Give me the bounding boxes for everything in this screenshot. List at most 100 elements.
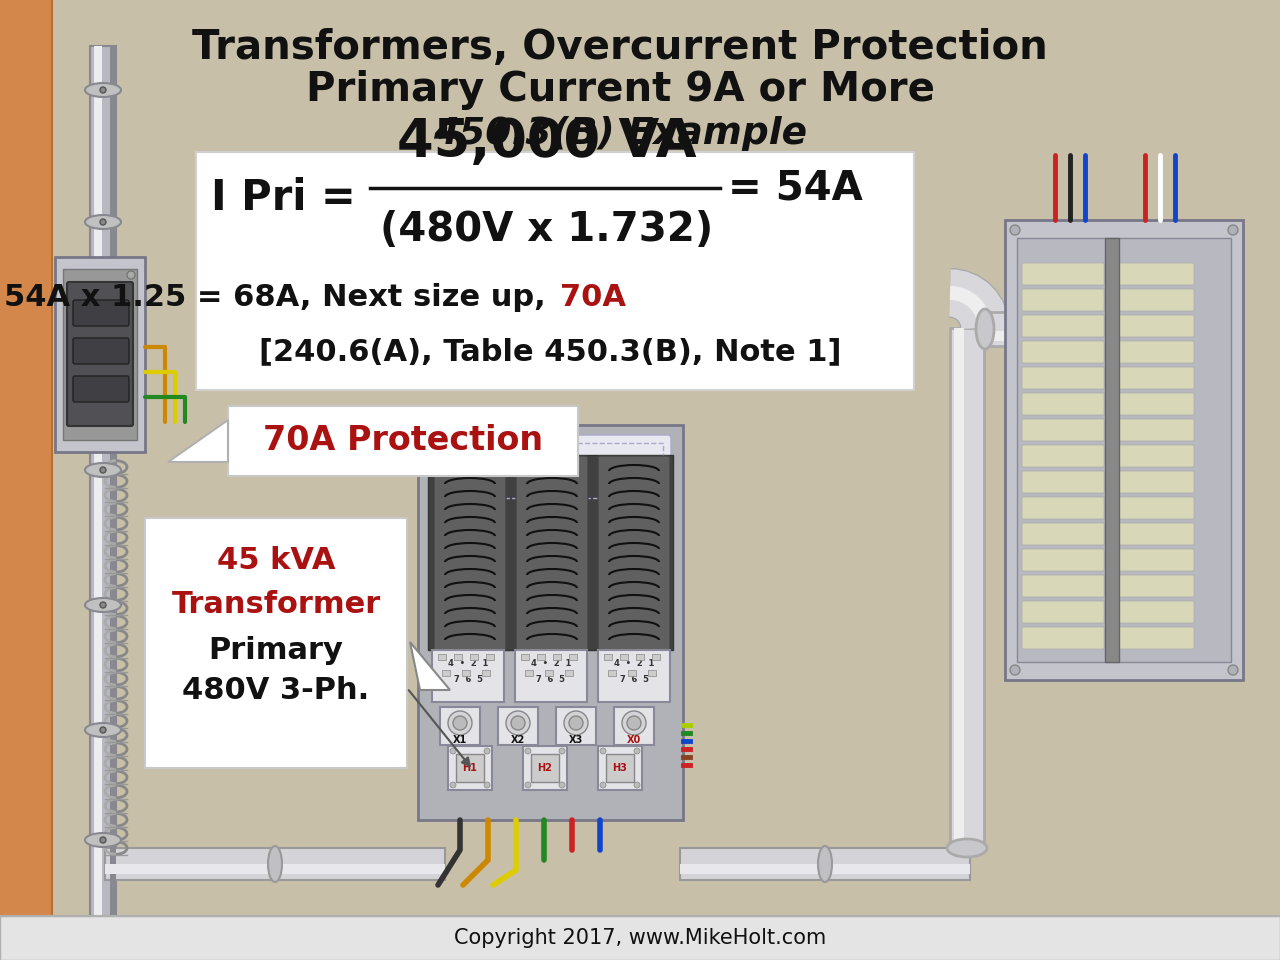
Text: 4  •  2  1: 4 • 2 1 <box>531 660 571 668</box>
Circle shape <box>559 748 564 754</box>
Circle shape <box>1010 225 1020 235</box>
FancyBboxPatch shape <box>1021 445 1103 467</box>
Text: I Pri =: I Pri = <box>211 177 370 219</box>
FancyBboxPatch shape <box>1021 471 1103 493</box>
Ellipse shape <box>268 846 282 882</box>
FancyBboxPatch shape <box>531 754 559 782</box>
Circle shape <box>600 748 605 754</box>
FancyBboxPatch shape <box>598 746 643 790</box>
Polygon shape <box>410 642 451 690</box>
FancyBboxPatch shape <box>434 456 506 650</box>
Bar <box>470 654 477 660</box>
Bar <box>564 670 573 676</box>
FancyBboxPatch shape <box>440 707 480 745</box>
FancyBboxPatch shape <box>448 746 492 790</box>
FancyBboxPatch shape <box>950 328 984 848</box>
Text: [240.6(A), Table 450.3(B), Note 1]: [240.6(A), Table 450.3(B), Note 1] <box>259 338 841 367</box>
Text: H2: H2 <box>538 763 553 773</box>
Text: 480V 3-Ph.: 480V 3-Ph. <box>182 676 370 705</box>
FancyBboxPatch shape <box>55 257 145 452</box>
Text: = 54A: = 54A <box>728 168 863 208</box>
Circle shape <box>1010 665 1020 675</box>
Circle shape <box>559 782 564 788</box>
Bar <box>486 654 494 660</box>
FancyBboxPatch shape <box>1021 289 1103 311</box>
FancyBboxPatch shape <box>0 0 52 960</box>
FancyBboxPatch shape <box>1112 341 1194 363</box>
Circle shape <box>453 716 467 730</box>
FancyBboxPatch shape <box>110 46 116 916</box>
FancyBboxPatch shape <box>433 650 504 702</box>
Text: X3: X3 <box>568 735 584 745</box>
Ellipse shape <box>84 463 122 477</box>
FancyBboxPatch shape <box>196 152 914 390</box>
Circle shape <box>1228 665 1238 675</box>
Circle shape <box>525 782 531 788</box>
Ellipse shape <box>818 846 832 882</box>
Ellipse shape <box>84 598 122 612</box>
FancyBboxPatch shape <box>1112 445 1194 467</box>
Circle shape <box>622 711 646 735</box>
FancyBboxPatch shape <box>0 916 1280 960</box>
Polygon shape <box>168 420 228 462</box>
Circle shape <box>448 711 472 735</box>
Circle shape <box>451 748 456 754</box>
FancyBboxPatch shape <box>1112 263 1194 285</box>
Circle shape <box>100 337 106 343</box>
Circle shape <box>100 602 106 608</box>
Bar <box>442 670 451 676</box>
Circle shape <box>506 711 530 735</box>
Text: Copyright 2017, www.MikeHolt.com: Copyright 2017, www.MikeHolt.com <box>454 928 826 948</box>
FancyBboxPatch shape <box>1021 315 1103 337</box>
FancyBboxPatch shape <box>1112 497 1194 519</box>
FancyBboxPatch shape <box>93 46 102 916</box>
Text: 450.3(B) Example: 450.3(B) Example <box>433 116 806 152</box>
Text: X0: X0 <box>627 735 641 745</box>
FancyBboxPatch shape <box>680 848 970 880</box>
Text: (480V x 1.732): (480V x 1.732) <box>380 210 714 250</box>
Bar <box>620 654 628 660</box>
FancyBboxPatch shape <box>1112 549 1194 571</box>
Text: 7  6  5: 7 6 5 <box>453 676 483 684</box>
FancyBboxPatch shape <box>1018 238 1231 662</box>
Bar <box>545 670 553 676</box>
FancyBboxPatch shape <box>1105 238 1119 662</box>
FancyBboxPatch shape <box>986 331 1180 341</box>
Text: 45 kVA: 45 kVA <box>216 546 335 575</box>
FancyBboxPatch shape <box>419 425 684 820</box>
Circle shape <box>627 716 641 730</box>
FancyBboxPatch shape <box>1112 367 1194 389</box>
FancyBboxPatch shape <box>598 456 669 650</box>
FancyBboxPatch shape <box>1021 627 1103 649</box>
FancyBboxPatch shape <box>67 282 133 426</box>
Bar <box>521 654 529 660</box>
Bar <box>628 670 636 676</box>
FancyBboxPatch shape <box>63 269 137 440</box>
FancyBboxPatch shape <box>90 46 116 916</box>
FancyBboxPatch shape <box>1021 575 1103 597</box>
Bar <box>438 654 445 660</box>
Ellipse shape <box>947 839 987 857</box>
Circle shape <box>511 716 525 730</box>
FancyBboxPatch shape <box>73 338 129 364</box>
Bar <box>483 670 490 676</box>
Text: Primary: Primary <box>209 636 343 665</box>
Bar <box>636 654 644 660</box>
FancyBboxPatch shape <box>1112 289 1194 311</box>
FancyBboxPatch shape <box>1021 393 1103 415</box>
Circle shape <box>100 837 106 843</box>
FancyBboxPatch shape <box>1112 419 1194 441</box>
Circle shape <box>451 782 456 788</box>
Bar <box>462 670 470 676</box>
FancyBboxPatch shape <box>614 707 654 745</box>
Text: 4  •  2  1: 4 • 2 1 <box>614 660 654 668</box>
FancyBboxPatch shape <box>1021 367 1103 389</box>
Bar <box>648 670 657 676</box>
FancyBboxPatch shape <box>1112 601 1194 623</box>
Text: H3: H3 <box>613 763 627 773</box>
Text: 45,000 VA: 45,000 VA <box>397 116 696 168</box>
FancyBboxPatch shape <box>1021 263 1103 285</box>
FancyBboxPatch shape <box>1021 601 1103 623</box>
Circle shape <box>484 782 490 788</box>
Circle shape <box>600 782 605 788</box>
